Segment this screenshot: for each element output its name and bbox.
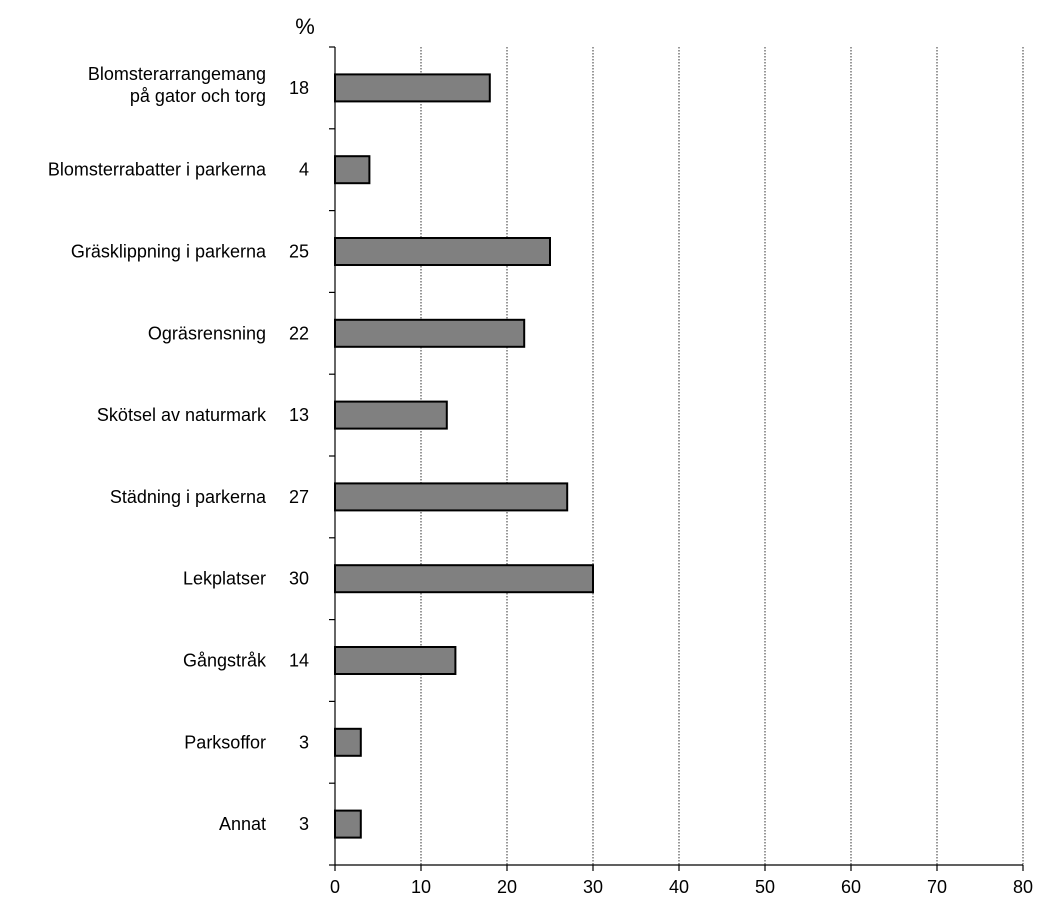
bar [334,237,551,266]
value-label: 3 [299,732,309,752]
value-label: 30 [289,569,309,589]
axes [329,46,1024,871]
x-tick-label: 10 [411,877,431,897]
bar [334,482,569,512]
category-label: Städning i parkerna [110,487,267,507]
value-label: 4 [299,160,309,180]
unit-label: % [295,14,315,39]
bar [334,646,457,675]
category-label: på gator och torg [130,86,266,106]
value-label: 27 [289,487,309,507]
bar [334,400,448,430]
labels: 0 10 20 30 40 50 60 70 80 18 Blomsterarrangemangpå… [48,64,1033,897]
x-tick-label: 70 [927,877,947,897]
category-label: Blomsterarrangemang [88,64,266,84]
value-label: 14 [289,651,309,671]
bars [334,73,594,839]
bar [334,73,491,103]
category-label: Parksoffor [184,732,266,752]
category-label: Skötsel av naturmark [97,405,267,425]
x-tick-label: 50 [755,877,775,897]
value-label: 13 [289,405,309,425]
category-label: Gångstråk [183,651,267,671]
value-label: 25 [289,242,309,262]
x-tick-label: 60 [841,877,861,897]
value-label: 22 [289,323,309,343]
category-label: Ogräsrensning [148,323,266,343]
value-label: 3 [299,814,309,834]
grid-lines [420,47,1024,865]
bar [334,318,526,348]
category-label: Annat [219,814,266,834]
category-label: Lekplatser [183,569,266,589]
x-tick-label: 80 [1013,877,1033,897]
bar [334,155,371,185]
value-label: 18 [289,78,309,98]
category-label: Gräsklippning i parkerna [71,242,267,262]
x-tick-label: 30 [583,877,603,897]
bar [334,809,362,839]
x-tick-label: 0 [330,877,340,897]
bar [334,727,362,757]
bar [334,564,594,594]
x-tick-label: 20 [497,877,517,897]
category-label: Blomsterrabatter i parkerna [48,160,267,180]
x-tick-label: 40 [669,877,689,897]
